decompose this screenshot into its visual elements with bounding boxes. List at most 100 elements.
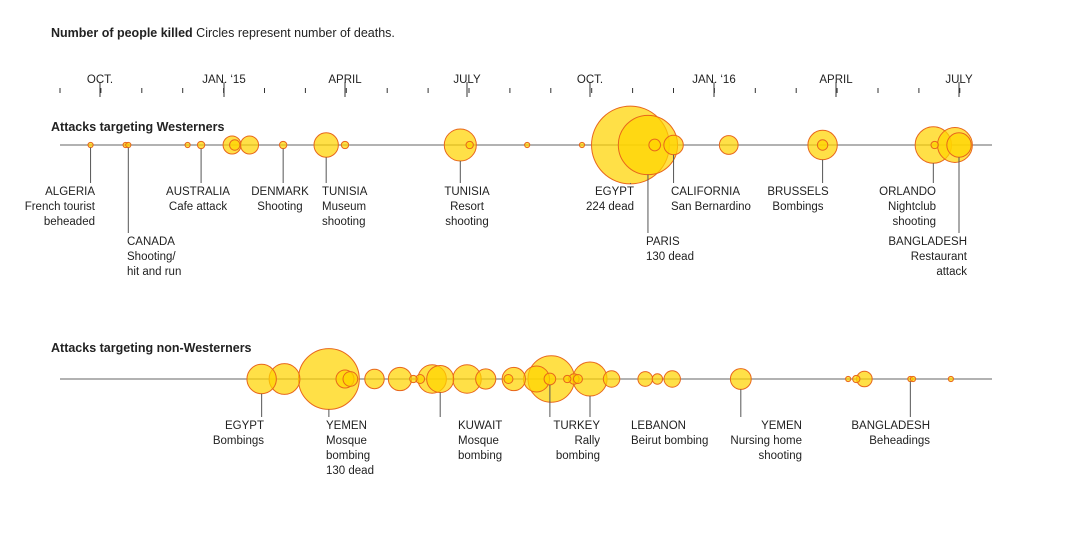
event-label: shooting: [322, 216, 365, 228]
event-label: DENMARK: [251, 186, 309, 198]
event-label: Nightclub: [888, 201, 936, 213]
event-circle: [426, 364, 455, 394]
axis-tick-label: OCT.: [577, 74, 603, 86]
event-circle: [278, 140, 288, 150]
event-label: Nursing home: [730, 435, 802, 447]
event-circle: [475, 368, 497, 390]
event-label: BANGLADESH: [851, 420, 930, 432]
event-label: ORLANDO: [879, 186, 936, 198]
event-label: Bombings: [772, 201, 823, 213]
event-label: AUSTRALIA: [166, 186, 230, 198]
event-circle: [443, 128, 477, 162]
event-circle: [651, 373, 664, 385]
event-label: Shooting/: [127, 251, 176, 263]
event-circle: [229, 139, 241, 151]
event-label: CANADA: [127, 236, 175, 248]
event-label: bombing: [556, 450, 600, 462]
axis-tick-label: JAN. ‘15: [202, 74, 245, 86]
event-circle: [663, 134, 684, 156]
event-label: YEMEN: [761, 420, 802, 432]
event-circle: [465, 140, 474, 150]
event-label: attack: [936, 266, 967, 278]
event-label: TUNISIA: [322, 186, 368, 198]
section-title-westerners: Attacks targeting Westerners: [51, 120, 225, 134]
event-label: Mosque: [458, 435, 499, 447]
event-label: YEMEN: [326, 420, 367, 432]
section-title-non-westerners: Attacks targeting non-Westerners: [51, 341, 252, 355]
event-circle: [729, 368, 752, 390]
event-circle: [909, 375, 917, 383]
event-label: TUNISIA: [444, 186, 490, 198]
event-circle: [524, 141, 531, 149]
event-label: Cafe attack: [169, 201, 227, 213]
axis-tick-label: APRIL: [328, 74, 362, 86]
event-label: KUWAIT: [458, 420, 502, 432]
event-circle: [501, 366, 526, 392]
event-label: shooting: [893, 216, 936, 228]
event-label: CALIFORNIA: [671, 186, 740, 198]
event-label: EGYPT: [595, 186, 634, 198]
axis-tick-label: JAN. ‘16: [692, 74, 735, 86]
event-circle: [637, 371, 654, 387]
event-label: 130 dead: [646, 251, 694, 263]
event-label: Mosque: [326, 435, 367, 447]
event-label: 224 dead: [586, 201, 634, 213]
chart-header: Number of people killed Circles represen…: [51, 26, 395, 40]
event-circle: [602, 370, 621, 388]
event-label: Rally: [574, 435, 600, 447]
event-circle: [240, 135, 260, 155]
event-label: BANGLADESH: [888, 236, 967, 248]
event-label: BRUSSELS: [767, 186, 829, 198]
event-circle: [387, 366, 413, 392]
event-label: Beheadings: [869, 435, 930, 447]
event-label: PARIS: [646, 236, 680, 248]
event-label: shooting: [759, 450, 802, 462]
event-label: ALGERIA: [45, 186, 95, 198]
axis-tick-label: JULY: [945, 74, 973, 86]
event-label: Beirut bombing: [631, 435, 708, 447]
event-circle: [87, 141, 94, 149]
event-circle: [313, 132, 339, 158]
event-label: Restaurant: [911, 251, 968, 263]
event-circle: [845, 375, 852, 383]
event-circle: [342, 371, 359, 387]
event-circle: [578, 141, 586, 149]
event-circle: [946, 132, 972, 158]
event-circle: [364, 368, 385, 390]
event-label: Bombings: [213, 435, 264, 447]
event-label: French tourist: [25, 201, 96, 213]
event-label: TURKEY: [553, 420, 600, 432]
event-label: Museum: [322, 201, 366, 213]
event-label: 130 dead: [326, 465, 374, 477]
axis-tick-label: OCT.: [87, 74, 113, 86]
event-circle: [246, 363, 277, 395]
event-circle: [718, 135, 739, 155]
event-circle: [852, 374, 861, 384]
event-label: hit and run: [127, 266, 181, 278]
event-label: EGYPT: [225, 420, 264, 432]
event-circle: [930, 140, 939, 150]
event-circle: [409, 374, 418, 384]
event-label: beheaded: [44, 216, 95, 228]
event-circle: [572, 373, 583, 385]
event-circle: [816, 139, 829, 151]
event-label: Resort: [450, 201, 485, 213]
event-circle: [543, 372, 557, 386]
event-circle: [563, 374, 572, 384]
event-label: shooting: [445, 216, 488, 228]
event-label: bombing: [326, 450, 370, 462]
event-label: LEBANON: [631, 420, 686, 432]
event-circle: [503, 373, 514, 385]
event-circle: [196, 140, 206, 150]
event-circle: [663, 370, 681, 388]
chart-subtitle: Circles represent number of deaths.: [196, 26, 395, 40]
event-label: San Bernardino: [671, 201, 751, 213]
event-circle: [947, 375, 954, 383]
event-circle: [184, 141, 191, 149]
axis-tick-label: APRIL: [819, 74, 853, 86]
event-circle: [125, 141, 132, 149]
event-label: bombing: [458, 450, 502, 462]
chart-title: Number of people killed: [51, 26, 193, 40]
axis-tick-label: JULY: [453, 74, 481, 86]
